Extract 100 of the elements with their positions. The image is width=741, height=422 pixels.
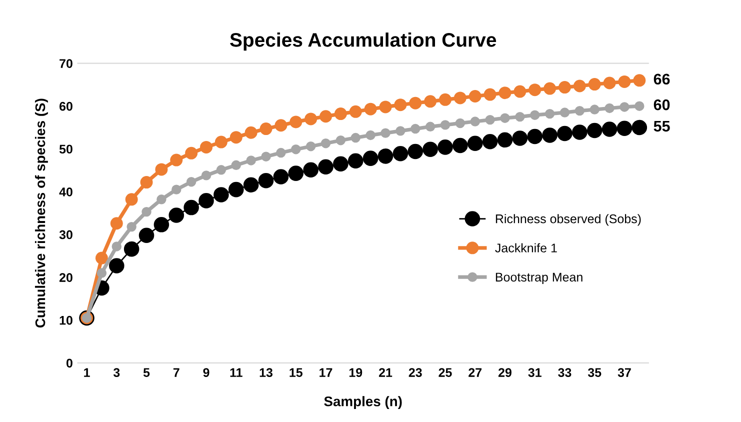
point: [498, 86, 512, 100]
point: [185, 146, 198, 160]
point: [634, 101, 644, 111]
x-tick-label: 27: [468, 368, 482, 377]
point: [201, 170, 212, 180]
point: [349, 105, 362, 118]
point: [290, 116, 302, 128]
y-tick-label: 60: [60, 102, 72, 111]
x-tick-label: 3: [113, 368, 120, 377]
point: [214, 136, 228, 148]
point: [216, 165, 226, 175]
point: [198, 193, 214, 208]
point: [452, 138, 468, 154]
point: [574, 106, 585, 116]
point: [334, 108, 347, 120]
x-tick-label: 15: [290, 368, 302, 377]
x-tick-label: 1: [84, 368, 90, 377]
data-label: 66: [654, 74, 670, 85]
point: [364, 102, 377, 116]
point: [318, 159, 334, 175]
point: [544, 82, 556, 95]
point: [261, 152, 271, 162]
point: [274, 119, 288, 132]
point: [96, 268, 107, 278]
y-tick-label: 10: [60, 316, 72, 325]
x-tick-label: 25: [438, 368, 452, 377]
legend-label: Bootstrap Mean: [496, 272, 582, 284]
y-tick-label: 20: [59, 273, 72, 282]
point: [362, 150, 378, 166]
point: [410, 124, 420, 134]
point: [124, 241, 140, 257]
y-tick-label: 50: [59, 144, 72, 154]
x-tick-label: 31: [528, 368, 542, 377]
point: [602, 122, 618, 137]
point: [500, 113, 510, 123]
point: [560, 108, 570, 118]
point: [515, 112, 525, 122]
point: [366, 130, 376, 140]
point: [604, 103, 614, 114]
point: [497, 132, 513, 148]
point: [530, 110, 540, 120]
x-tick-label: 9: [203, 368, 210, 377]
point: [320, 110, 332, 123]
point: [155, 163, 168, 176]
point: [170, 154, 183, 166]
point: [588, 78, 601, 91]
point: [244, 126, 258, 139]
data-label: 60: [654, 99, 670, 110]
point: [380, 128, 390, 138]
point: [243, 177, 259, 192]
point: [409, 96, 422, 110]
point: [422, 142, 438, 157]
point: [110, 217, 123, 230]
point: [440, 120, 450, 130]
point: [112, 242, 122, 252]
point: [394, 98, 407, 112]
point: [438, 140, 453, 155]
point: [126, 222, 136, 232]
point: [200, 140, 213, 154]
point: [512, 130, 528, 146]
point: [514, 85, 526, 98]
point: [168, 208, 184, 223]
x-tick-label: 33: [558, 368, 572, 377]
point: [632, 120, 648, 136]
y-axis-title: Cumulative richness of species (S): [34, 98, 48, 328]
point: [184, 200, 199, 216]
point: [246, 156, 256, 166]
point: [260, 122, 272, 136]
point: [214, 187, 229, 202]
point: [231, 160, 241, 170]
x-tick-label: 29: [498, 368, 512, 377]
point: [228, 182, 244, 198]
x-tick-label: 37: [618, 368, 631, 377]
point: [258, 172, 274, 188]
point: [336, 135, 346, 146]
point: [485, 114, 495, 125]
point: [273, 169, 289, 184]
point: [544, 108, 555, 119]
point: [392, 146, 408, 162]
point: [618, 75, 631, 88]
chart-title: Species Accumulation Curve: [230, 32, 496, 51]
point: [586, 122, 602, 138]
point: [527, 128, 542, 144]
point: [603, 76, 616, 90]
point: [95, 252, 108, 264]
point: [378, 148, 394, 164]
point: [484, 88, 496, 101]
y-tick-label: 30: [59, 230, 72, 240]
point: [306, 141, 316, 152]
point: [590, 104, 600, 114]
point: [333, 156, 348, 172]
point: [156, 194, 166, 204]
point: [542, 128, 558, 143]
point: [291, 144, 301, 154]
point: [304, 112, 318, 126]
point: [470, 116, 480, 126]
point: [620, 102, 630, 112]
point: [454, 92, 466, 104]
point: [425, 122, 436, 132]
y-tick-label: 40: [59, 188, 72, 196]
